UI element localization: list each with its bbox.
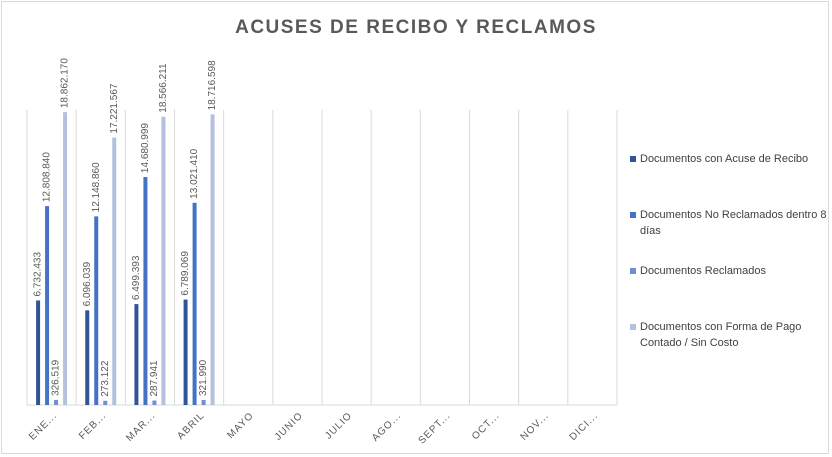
- data-label: 17.221.567: [109, 83, 120, 133]
- bar: [161, 116, 166, 406]
- data-label: 6.499.393: [131, 255, 142, 300]
- bar: [54, 399, 59, 405]
- legend-swatch: [630, 268, 636, 274]
- bar: [134, 304, 139, 405]
- bar: [103, 400, 108, 405]
- legend-swatch: [630, 156, 636, 162]
- data-label: 326.519: [51, 359, 62, 396]
- x-tick-label: AGO...: [370, 410, 404, 444]
- x-tick-label: MAR...: [124, 410, 158, 444]
- data-label: 273.122: [100, 360, 111, 397]
- legend-label: Documentos No Reclamados dentro 8 días: [640, 209, 827, 237]
- data-label: 18.566.211: [158, 63, 169, 113]
- legend-label: Documentos con Acuse de Recibo: [640, 153, 809, 165]
- legend-item: Documentos Reclamados: [630, 263, 830, 279]
- data-label: 13.021.410: [189, 148, 200, 198]
- legend-label: Documentos con Forma de Pago Contado / S…: [640, 321, 802, 349]
- legend-item: Documentos No Reclamados dentro 8 días: [630, 207, 830, 239]
- legend-swatch: [630, 212, 636, 218]
- chart-title: ACUSES DE RECIBO Y RECLAMOS: [235, 17, 597, 38]
- x-tick-label: FEB...: [77, 410, 109, 442]
- data-label: 287.941: [149, 360, 160, 397]
- data-label: 6.096.039: [82, 261, 93, 306]
- data-label: 12.808.840: [42, 152, 53, 202]
- x-tick-label: NOV...: [519, 410, 552, 443]
- bar: [143, 177, 148, 405]
- data-label: 12.148.860: [91, 162, 102, 212]
- bar: [192, 202, 197, 405]
- x-tick-label: ENE...: [27, 410, 59, 442]
- x-tick-label: OCT...: [470, 410, 502, 442]
- bar: [94, 216, 99, 405]
- data-label: 6.732.433: [33, 252, 44, 297]
- bar: [201, 400, 206, 405]
- bar: [112, 137, 117, 405]
- x-tick-label: DICI...: [568, 410, 601, 443]
- data-label: 14.680.999: [140, 123, 151, 173]
- data-label: 18.716.598: [207, 60, 218, 110]
- x-tick-label: SEPT...: [417, 410, 453, 446]
- bar: [45, 206, 50, 405]
- data-label: 18.862.170: [60, 58, 71, 108]
- legend-label: Documentos Reclamados: [640, 265, 766, 277]
- legend-item: Documentos con Acuse de Recibo: [630, 151, 830, 167]
- data-label: 6.789.069: [180, 251, 191, 296]
- bar: [183, 299, 188, 405]
- data-label: 321.990: [198, 359, 209, 396]
- x-tick-label: ABRIL: [175, 410, 207, 442]
- x-tick-label: MAYO: [225, 410, 256, 441]
- legend-item: Documentos con Forma de Pago Contado / S…: [630, 319, 830, 351]
- x-tick-label: JUNIO: [273, 410, 306, 443]
- bar: [210, 114, 215, 405]
- x-tick-label: JULIO: [323, 410, 354, 441]
- legend-swatch: [630, 324, 636, 330]
- bar: [152, 400, 157, 405]
- bar: [85, 310, 90, 405]
- bar: [63, 112, 68, 406]
- bar: [36, 300, 41, 405]
